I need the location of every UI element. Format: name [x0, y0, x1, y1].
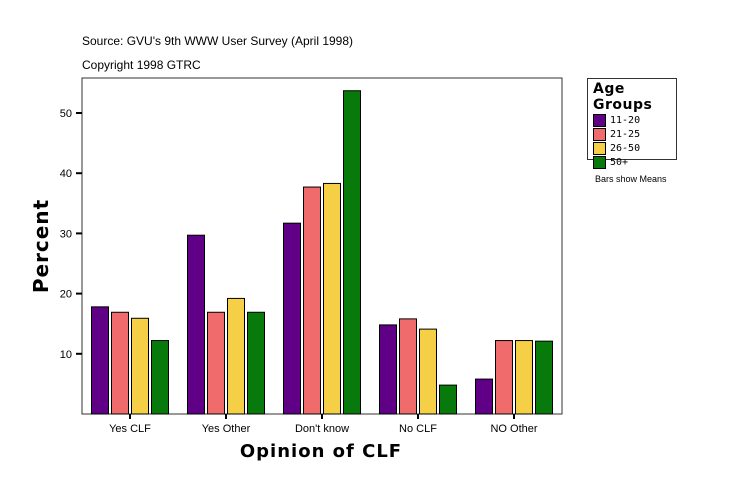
- bar-50+-don-t-know: [343, 90, 361, 415]
- bar-50+-no-other: [535, 340, 553, 415]
- y-tick-label: 40: [60, 168, 72, 180]
- bar-26-50-no-clf: [419, 328, 437, 415]
- bar-11-20-no-other: [475, 378, 493, 415]
- legend-item: 50+: [593, 155, 676, 169]
- bar-21-25-yes-other: [207, 311, 225, 415]
- y-tick-label: 10: [60, 349, 72, 361]
- y-tick-label: 30: [60, 228, 72, 240]
- bar-26-50-don-t-know: [323, 182, 341, 415]
- x-tick-label: Yes CLF: [109, 423, 151, 435]
- x-tick-label: No CLF: [399, 423, 437, 435]
- legend-label: 21-25: [610, 128, 641, 140]
- bar-50+-no-clf: [439, 384, 457, 415]
- legend-label: 50+: [610, 156, 629, 168]
- source-text: Source: GVU's 9th WWW User Survey (April…: [82, 34, 354, 48]
- legend-swatch: [593, 113, 606, 127]
- bar-26-50-yes-other: [227, 297, 245, 415]
- bar-26-50-no-other: [515, 340, 533, 415]
- legend-label: 26-50: [610, 142, 641, 154]
- bar-11-20-yes-clf: [91, 306, 109, 415]
- bar-50+-yes-other: [247, 311, 265, 415]
- y-tick-label: 20: [60, 289, 72, 301]
- legend-swatch: [593, 127, 606, 141]
- bar-11-20-don-t-know: [283, 222, 301, 415]
- legend-item: 11-20: [593, 113, 676, 127]
- bar-26-50-yes-clf: [131, 317, 149, 415]
- legend-item: 26-50: [593, 141, 676, 155]
- bar-21-25-no-other: [495, 340, 513, 415]
- y-tick-label: 50: [60, 108, 72, 120]
- bar-11-20-no-clf: [379, 324, 397, 415]
- bar-50+-yes-clf: [151, 340, 169, 415]
- x-tick-label: Don't know: [295, 423, 349, 435]
- bar-21-25-yes-clf: [111, 311, 129, 415]
- legend-title: Age Groups: [593, 81, 653, 113]
- legend: Age Groups 11-20 21-25 26-50 50+: [587, 78, 677, 169]
- bar-21-25-don-t-know: [303, 186, 321, 415]
- legend-item: 21-25: [593, 127, 676, 141]
- bars-note: Bars show Means: [595, 174, 667, 184]
- legend-label: 11-20: [610, 114, 641, 126]
- legend-swatch: [593, 141, 606, 155]
- copyright-text: Copyright 1998 GTRC: [82, 58, 201, 72]
- legend-swatch: [593, 155, 606, 169]
- x-tick-label: NO Other: [490, 423, 537, 435]
- y-axis-label: Percent: [29, 199, 53, 293]
- x-tick-label: Yes Other: [202, 423, 251, 435]
- bar-11-20-yes-other: [187, 234, 205, 415]
- bar-21-25-no-clf: [399, 318, 417, 415]
- x-axis-label: Opinion of CLF: [240, 441, 402, 462]
